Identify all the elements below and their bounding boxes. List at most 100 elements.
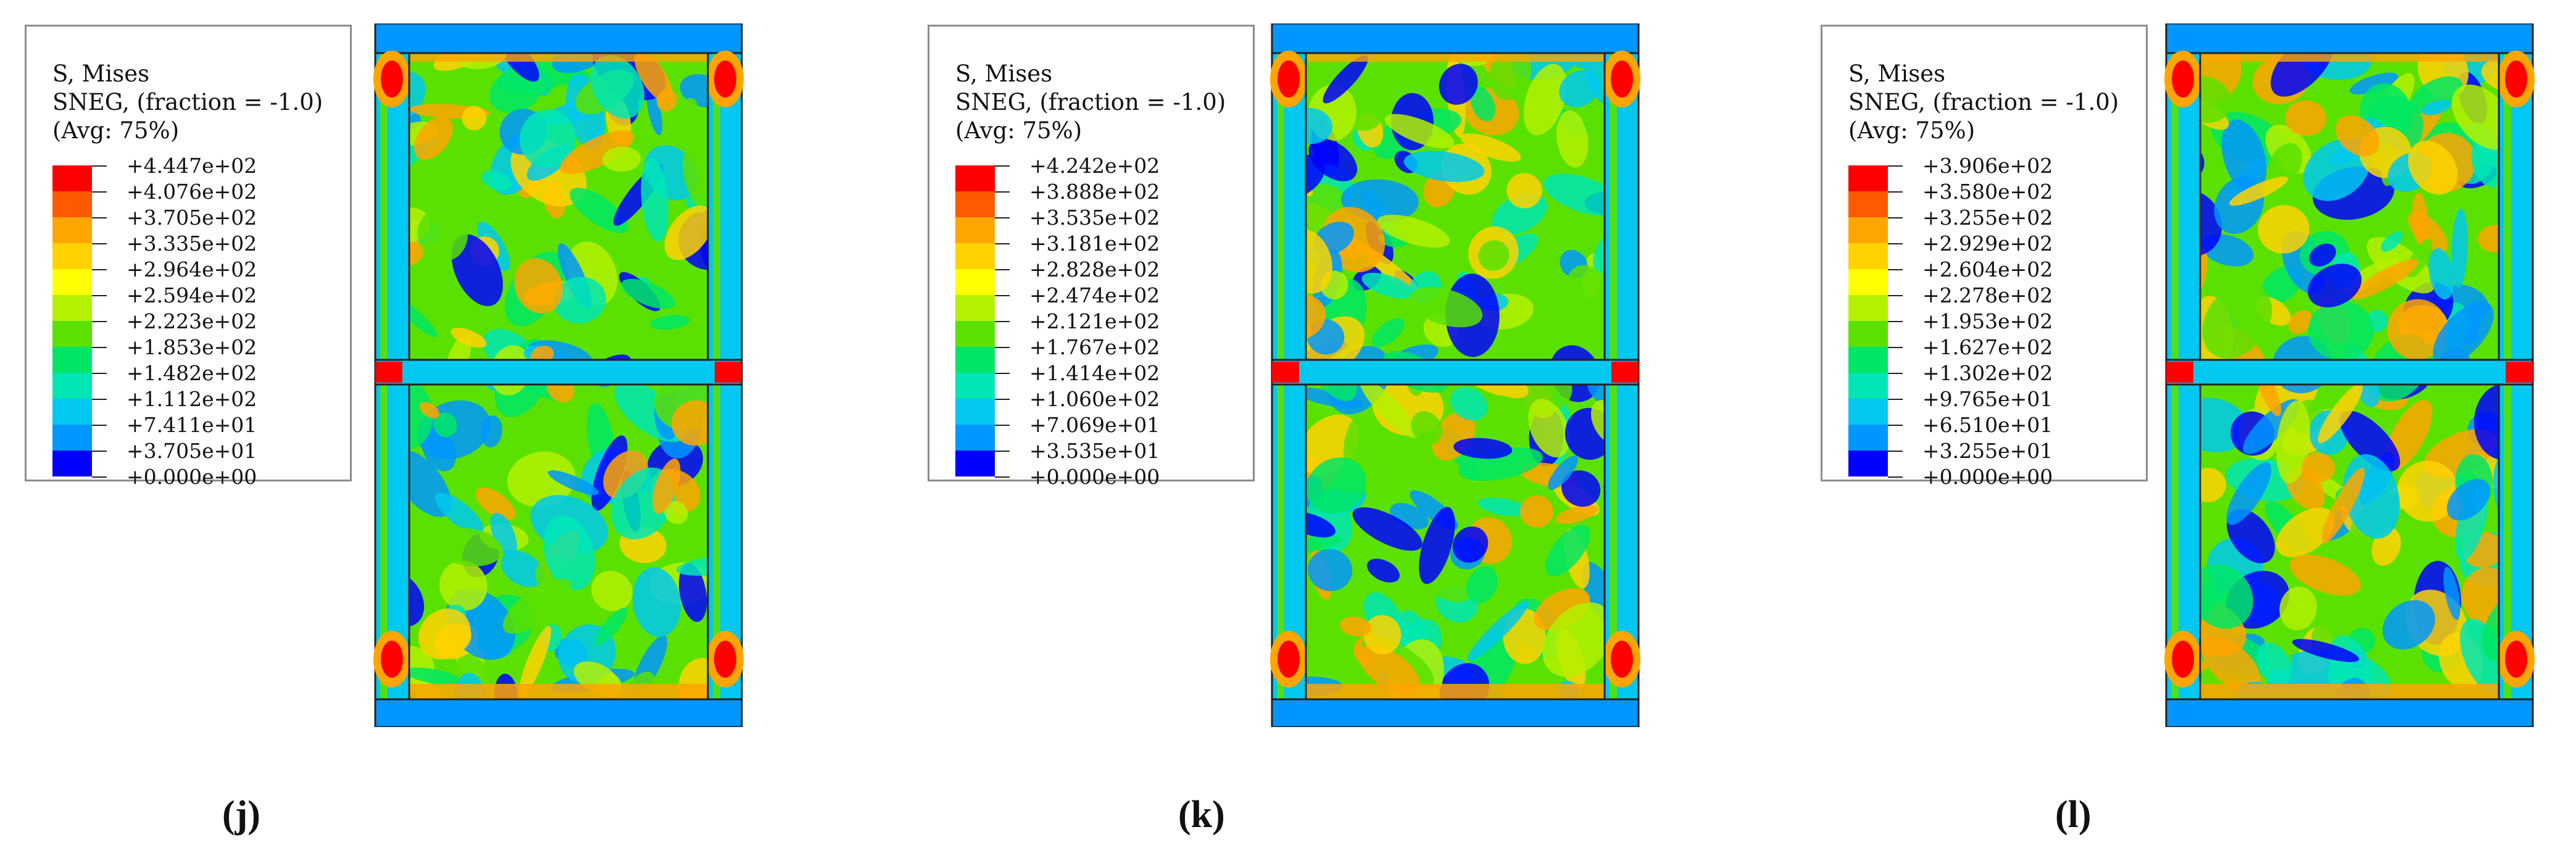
stress-blob [2429, 248, 2454, 300]
stress-blob [641, 157, 669, 242]
stress-blob [1528, 399, 1570, 458]
scale-swatch [1848, 243, 1888, 269]
scale-tick-label: +0.000e+00 [1922, 465, 2053, 489]
stress-blob [475, 487, 516, 520]
stress-blob [434, 493, 484, 534]
stress-blob [1403, 151, 1485, 182]
top-beam [374, 23, 743, 54]
joint-top-left [1278, 60, 1300, 98]
stress-blob [2433, 301, 2494, 365]
middle-beam [374, 359, 743, 386]
stress-blob [1361, 272, 1414, 299]
scale-swatch [955, 373, 995, 399]
scale-tick-label: +2.929e+02 [1922, 231, 2053, 256]
scale-tick-label: +1.767e+02 [1029, 335, 1160, 359]
scale-swatch [52, 295, 92, 321]
scale-swatch [955, 191, 995, 217]
stress-blob [1371, 318, 1405, 347]
panel-caption: (k) [1178, 794, 1225, 836]
stress-blob [1306, 457, 1366, 514]
scale-tick-mark [1888, 347, 1903, 348]
stress-contour-model [373, 23, 744, 727]
scale-swatch [52, 373, 92, 399]
stress-blob [1394, 241, 1429, 270]
scale-tick-label: +2.594e+02 [127, 283, 257, 307]
stress-blob [652, 459, 681, 514]
legend-title-avg: (Avg: 75%) [52, 117, 180, 144]
joint-top-left [2172, 60, 2194, 98]
lower-panel-outline [408, 383, 709, 701]
stress-blob [2303, 139, 2370, 201]
scale-tick-label: +4.242e+02 [1029, 154, 1160, 178]
stress-blob [2289, 554, 2361, 596]
stress-blob [2397, 460, 2459, 522]
stress-blob [1555, 505, 1598, 524]
stress-blob [433, 527, 503, 567]
stress-blob [433, 412, 457, 438]
stress-blob [664, 501, 688, 525]
scale-tick-mark [995, 269, 1010, 270]
stress-blob [2308, 264, 2362, 307]
stress-blob [2267, 143, 2303, 188]
panel-k: S, Mises SNEG, (fraction = -1.0) (Avg: 7… [858, 0, 1717, 861]
stress-blob [2202, 283, 2272, 359]
stress-blob [501, 551, 544, 588]
scale-tick-mark [1888, 269, 1903, 270]
stress-blob [1466, 566, 1498, 604]
stress-blob [1519, 495, 1554, 528]
stress-blob [2408, 140, 2458, 195]
scale-tick-label: +3.335e+02 [127, 231, 257, 256]
stress-blob [679, 563, 707, 622]
scale-tick-label: +3.580e+02 [1922, 180, 2053, 204]
stress-blob [1352, 507, 1423, 551]
legend-title-variable: S, Mises [52, 60, 150, 87]
scale-tick-label: +2.474e+02 [1029, 283, 1160, 307]
stress-blob [1377, 214, 1450, 248]
scale-tick-mark [1888, 295, 1903, 296]
stress-blob [451, 327, 487, 348]
stress-blob [2351, 259, 2419, 299]
scale-tick-label: +1.060e+02 [1029, 387, 1160, 411]
panel-j: S, Mises SNEG, (fraction = -1.0) (Avg: 7… [0, 0, 858, 861]
legend-box: S, Mises SNEG, (fraction = -1.0) (Avg: 7… [25, 25, 352, 487]
scale-tick-mark [1888, 476, 1903, 478]
stress-blob [514, 258, 563, 314]
scale-tick-mark [92, 269, 107, 270]
middle-beam [2165, 359, 2534, 386]
scale-swatch [1848, 217, 1888, 243]
scale-tick-label: +7.411e+01 [127, 413, 257, 437]
scale-tick-mark [1888, 191, 1903, 193]
lower-panel-band [1306, 684, 1605, 699]
scale-swatch [52, 425, 92, 451]
stress-blob [2317, 383, 2363, 443]
lower-panel-outline [2199, 383, 2500, 701]
stress-blob [417, 207, 468, 262]
stress-blob [1566, 265, 1610, 322]
scale-tick-label: +1.853e+02 [127, 335, 257, 359]
stress-blob [2256, 643, 2292, 686]
scale-tick-mark [995, 191, 1010, 193]
scale-tick-label: +2.278e+02 [1922, 283, 2053, 307]
stress-blob [664, 205, 713, 260]
stress-blob [554, 277, 607, 323]
scale-swatch [1848, 165, 1888, 191]
scale-tick-label: +1.482e+02 [127, 361, 257, 385]
joint-bottom-right [714, 641, 736, 678]
stress-blob [2412, 193, 2429, 247]
stress-blob [518, 626, 552, 698]
scale-tick-label: +6.510e+01 [1922, 413, 2053, 437]
stress-contour-model [2164, 23, 2535, 727]
scale-tick-mark [995, 321, 1010, 322]
legend-title-sneg: SNEG, (fraction = -1.0) [955, 89, 1226, 115]
stress-blob [543, 515, 596, 591]
stress-blob [451, 234, 503, 307]
scale-tick-mark [995, 165, 1010, 167]
stress-blob [1358, 644, 1421, 695]
scale-tick-mark [995, 347, 1010, 348]
stress-blob [2322, 468, 2365, 544]
joint-mid-left [375, 362, 402, 383]
stress-blob [419, 402, 439, 418]
stress-blob [2339, 410, 2400, 472]
scale-tick-label: +3.255e+01 [1922, 439, 2053, 463]
stress-blob [404, 667, 461, 685]
